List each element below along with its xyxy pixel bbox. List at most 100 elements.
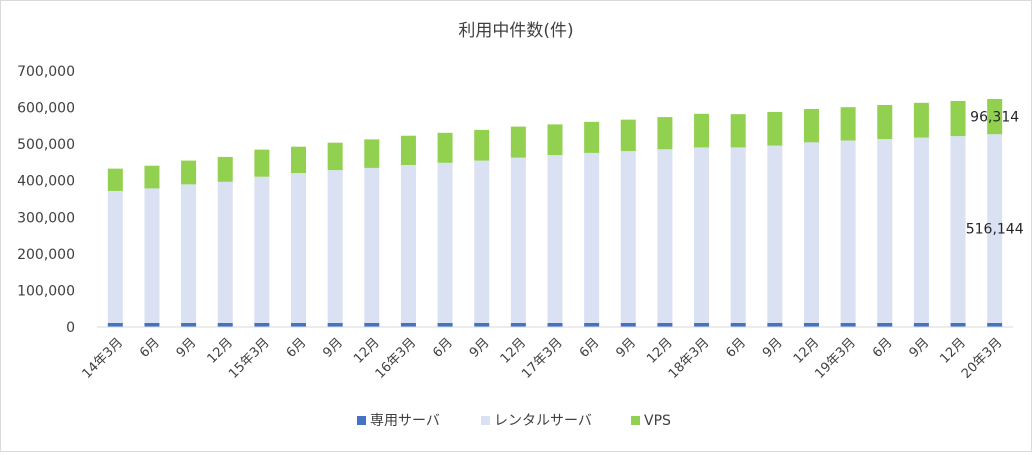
x-tick-label: 20年3月 — [959, 335, 1006, 382]
x-tick-label: 12月 — [937, 335, 968, 366]
x-tick-label: 9月 — [467, 335, 493, 361]
bar-segment-dedicated — [254, 322, 270, 327]
bar-segment-rental — [364, 167, 380, 323]
bar-segment-vps — [327, 142, 343, 171]
x-tick-label: 6月 — [870, 335, 896, 361]
bar-segment-vps — [950, 100, 966, 137]
bar-segment-dedicated — [657, 322, 673, 327]
x-tick-label: 16年3月 — [373, 335, 420, 382]
bar-segment-vps — [620, 119, 636, 152]
legend-label: レンタルサーバ — [494, 413, 592, 429]
bar-segment-dedicated — [327, 322, 343, 327]
bar-segment-vps — [364, 139, 380, 168]
bar-segment-rental — [327, 170, 343, 323]
bar-segment-dedicated — [950, 322, 966, 327]
x-tick-label: 18年3月 — [666, 335, 713, 382]
bar-segment-rental — [950, 136, 966, 323]
x-tick-label: 6月 — [723, 335, 749, 361]
y-tick-label: 300,000 — [17, 210, 75, 226]
bar-segment-rental — [510, 157, 526, 323]
bar-segment-dedicated — [291, 322, 307, 327]
bar-segment-dedicated — [364, 322, 380, 327]
x-tick-label: 6月 — [137, 335, 163, 361]
bar-segment-vps — [437, 132, 453, 163]
bar-segment-vps — [767, 111, 783, 146]
x-tick-label: 6月 — [577, 335, 603, 361]
bar-segment-vps — [987, 98, 1003, 135]
x-tick-label: 9月 — [174, 335, 200, 361]
bar-segment-dedicated — [694, 322, 710, 327]
bar-segment-dedicated — [474, 322, 490, 327]
bar-segment-rental — [730, 147, 746, 323]
bar-segment-dedicated — [620, 322, 636, 327]
bar-segment-vps — [584, 121, 600, 153]
bar-segment-vps — [474, 129, 490, 161]
bar-segment-vps — [217, 156, 233, 182]
bar-segment-dedicated — [840, 322, 856, 327]
x-tick-label: 6月 — [430, 335, 456, 361]
bar-segment-dedicated — [144, 322, 160, 327]
bar-segment-vps — [840, 107, 856, 141]
x-tick-label: 15年3月 — [226, 335, 273, 382]
bar-segment-rental — [987, 134, 1003, 323]
legend-swatch — [357, 416, 366, 425]
bar-segment-dedicated — [767, 322, 783, 327]
y-axis: 0 100,000 200,000 300,000 400,000 500,000 600,… — [17, 64, 75, 336]
x-tick-label: 6月 — [284, 335, 310, 361]
bar-segment-vps — [291, 146, 307, 174]
bar-segment-rental — [107, 190, 123, 323]
data-label: 516,144 — [966, 222, 1024, 238]
bar-segment-dedicated — [181, 322, 197, 327]
bar-segment-rental — [840, 140, 856, 323]
bar-segment-vps — [657, 117, 673, 150]
y-tick-label: 700,000 — [17, 64, 75, 80]
legend-swatch — [631, 416, 640, 425]
x-tick-label: 12月 — [205, 335, 236, 366]
y-tick-label: 200,000 — [17, 247, 75, 263]
x-tick-label: 9月 — [320, 335, 346, 361]
bar-segment-dedicated — [107, 322, 123, 327]
bar-segment-vps — [181, 160, 197, 185]
x-tick-label: 9月 — [907, 335, 933, 361]
legend-label: 専用サーバ — [370, 413, 440, 429]
x-tick-label: 12月 — [351, 335, 382, 366]
bar-segment-dedicated — [877, 322, 893, 327]
bar-segment-dedicated — [217, 322, 233, 327]
bar-segment-vps — [547, 124, 563, 156]
bar-segment-rental — [474, 160, 490, 323]
bar-segment-vps — [400, 135, 416, 165]
y-tick-label: 600,000 — [17, 101, 75, 117]
bar-segment-vps — [107, 168, 123, 191]
bar-segment-rental — [181, 184, 197, 323]
x-tick-label: 14年3月 — [80, 335, 127, 382]
data-label: 96,314 — [970, 110, 1019, 126]
bar-segment-rental — [767, 145, 783, 323]
legend: 専用サーバ レンタルサーバ VPS — [357, 413, 671, 429]
bar-segment-dedicated — [437, 322, 453, 327]
bar-segment-rental — [437, 162, 453, 323]
bar-segment-dedicated — [913, 322, 929, 327]
bar-segment-rental — [803, 142, 819, 323]
chart-title: 利用中件数(件) — [458, 21, 573, 41]
bar-segment-rental — [620, 151, 636, 323]
bar-segment-rental — [400, 164, 416, 323]
legend-label: VPS — [644, 413, 671, 429]
bar-segment-rental — [877, 139, 893, 323]
bar-segment-dedicated — [400, 322, 416, 327]
x-tick-label: 12月 — [644, 335, 675, 366]
bar-series-group — [107, 98, 1003, 327]
bar-segment-rental — [657, 149, 673, 323]
bar-segment-vps — [803, 109, 819, 143]
bar-segment-rental — [144, 188, 160, 323]
x-tick-label: 9月 — [760, 335, 786, 361]
bar-segment-vps — [730, 114, 746, 148]
data-labels: 96,314 516,144 — [966, 110, 1024, 238]
bar-segment-vps — [913, 102, 929, 138]
bar-segment-rental — [584, 152, 600, 323]
bar-segment-dedicated — [987, 322, 1003, 327]
x-tick-label: 17年3月 — [519, 335, 566, 382]
legend-swatch — [481, 416, 490, 425]
bar-segment-rental — [217, 181, 233, 323]
